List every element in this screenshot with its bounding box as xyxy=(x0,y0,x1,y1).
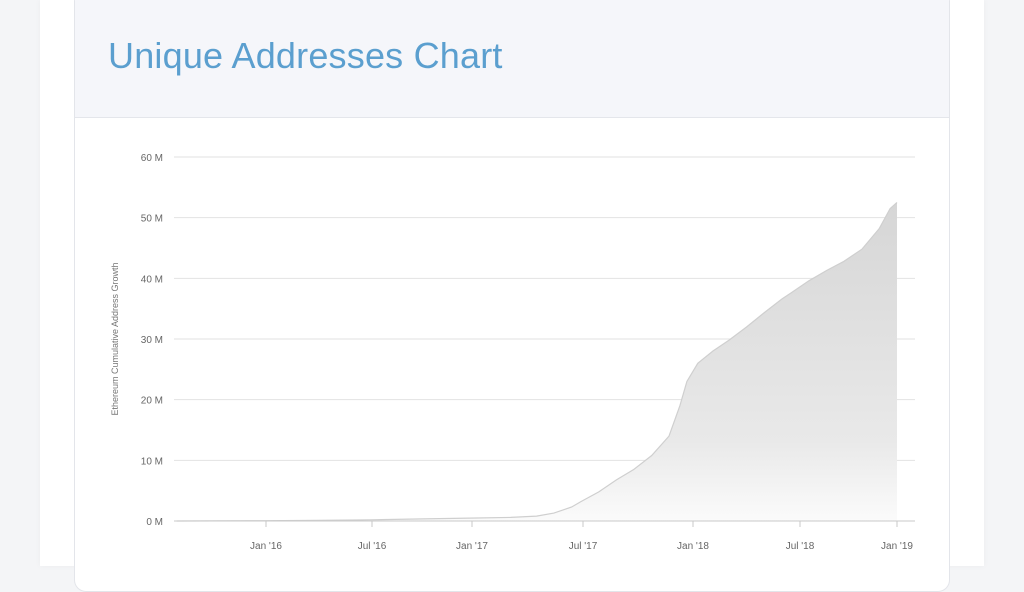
x-tick-label: Jan '17 xyxy=(456,541,488,552)
y-axis-title: Ethereum Cumulative Address Growth xyxy=(110,262,120,415)
x-tick-label: Jul '16 xyxy=(358,541,387,552)
y-tick-label: 30 M xyxy=(141,335,163,346)
x-tick-label: Jan '18 xyxy=(677,541,709,552)
card-title: Unique Addresses Chart xyxy=(108,35,503,76)
x-tick-label: Jan '16 xyxy=(250,541,282,552)
series-line xyxy=(176,202,898,522)
x-tick-label: Jul '17 xyxy=(569,541,598,552)
x-tick-label: Jan '19 xyxy=(881,541,913,552)
y-tick-label: 50 M xyxy=(141,214,163,225)
x-tick-label: Jul '18 xyxy=(786,541,815,552)
chart-area: 0 M 10 M 20 M 30 M 40 M 50 M 60 M Jan '16 Jul '1… xyxy=(110,153,915,552)
y-tick-label: 40 M xyxy=(141,274,163,285)
address-growth-chart: 0 M 10 M 20 M 30 M 40 M 50 M 60 M Jan '16 Jul '1… xyxy=(110,153,915,552)
y-tick-label: 0 M xyxy=(146,517,163,528)
series-area xyxy=(176,202,898,521)
y-tick-label: 10 M xyxy=(141,456,163,467)
card-header: Unique Addresses Chart xyxy=(75,0,949,118)
y-tick-label: 60 M xyxy=(141,153,163,164)
y-tick-label: 20 M xyxy=(141,396,163,407)
